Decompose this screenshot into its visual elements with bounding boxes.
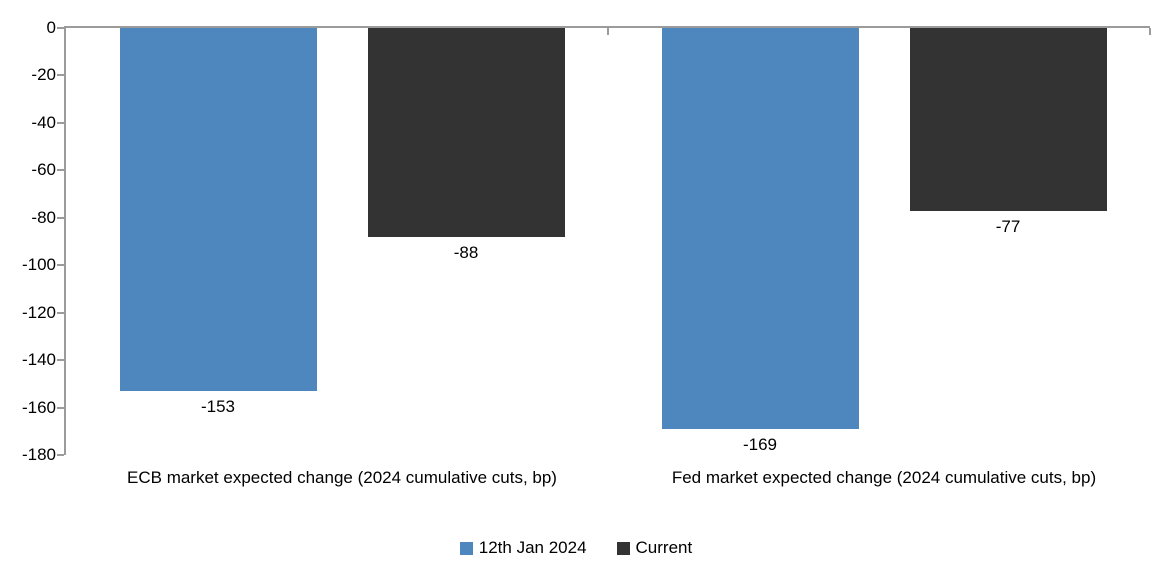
legend-swatch-icon: [459, 541, 473, 555]
legend-item-current: Current: [616, 538, 693, 558]
y-axis-tick: [57, 169, 64, 172]
legend-item-12th-jan-2024: 12th Jan 2024: [459, 538, 587, 558]
y-axis-tick-label: -160: [21, 397, 56, 417]
bar-current-0: [367, 28, 565, 237]
zero-axis-line: [64, 26, 1150, 28]
y-axis-tick-label: -120: [21, 302, 56, 322]
y-axis-tick-label: -100: [21, 255, 56, 275]
y-axis-tick: [57, 406, 64, 409]
y-axis-tick: [57, 74, 64, 77]
bar-current-1: [909, 28, 1107, 211]
bar-value-label: -77: [995, 216, 1021, 236]
y-axis-tick-label: -40: [31, 112, 56, 132]
category-divider-tick: [607, 28, 609, 35]
legend-label: Current: [635, 538, 693, 557]
y-axis-tick-label: -180: [21, 445, 56, 464]
bar-value-label: -169: [742, 434, 778, 454]
y-axis-line: [64, 28, 66, 455]
y-axis-tick-label: -140: [21, 350, 56, 370]
bar-value-label: -153: [200, 396, 236, 416]
y-axis-tick: [57, 121, 64, 124]
y-axis-tick: [57, 454, 64, 456]
category-label: Fed market expected change (2024 cumulat…: [671, 468, 1097, 487]
y-axis-tick-label: -80: [31, 207, 56, 227]
y-axis-tick: [57, 27, 64, 29]
y-axis-tick-label: 0: [46, 18, 56, 37]
y-axis-tick: [57, 311, 64, 314]
y-axis-tick-label: -20: [31, 65, 56, 85]
axis-end-tick: [1149, 28, 1151, 35]
bar-value-label: -88: [453, 242, 479, 262]
bar-12th-jan-2024-1: [661, 28, 859, 429]
y-axis-tick-label: -60: [31, 160, 56, 180]
y-axis-tick: [57, 216, 64, 219]
bar-12th-jan-2024-0: [119, 28, 317, 391]
y-axis-tick: [57, 359, 64, 362]
legend-label: 12th Jan 2024: [478, 538, 587, 557]
legend-swatch-icon: [616, 541, 630, 555]
legend: 12th Jan 2024 Current: [0, 538, 1152, 558]
category-label: ECB market expected change (2024 cumulat…: [127, 468, 557, 487]
y-axis-tick: [57, 264, 64, 267]
